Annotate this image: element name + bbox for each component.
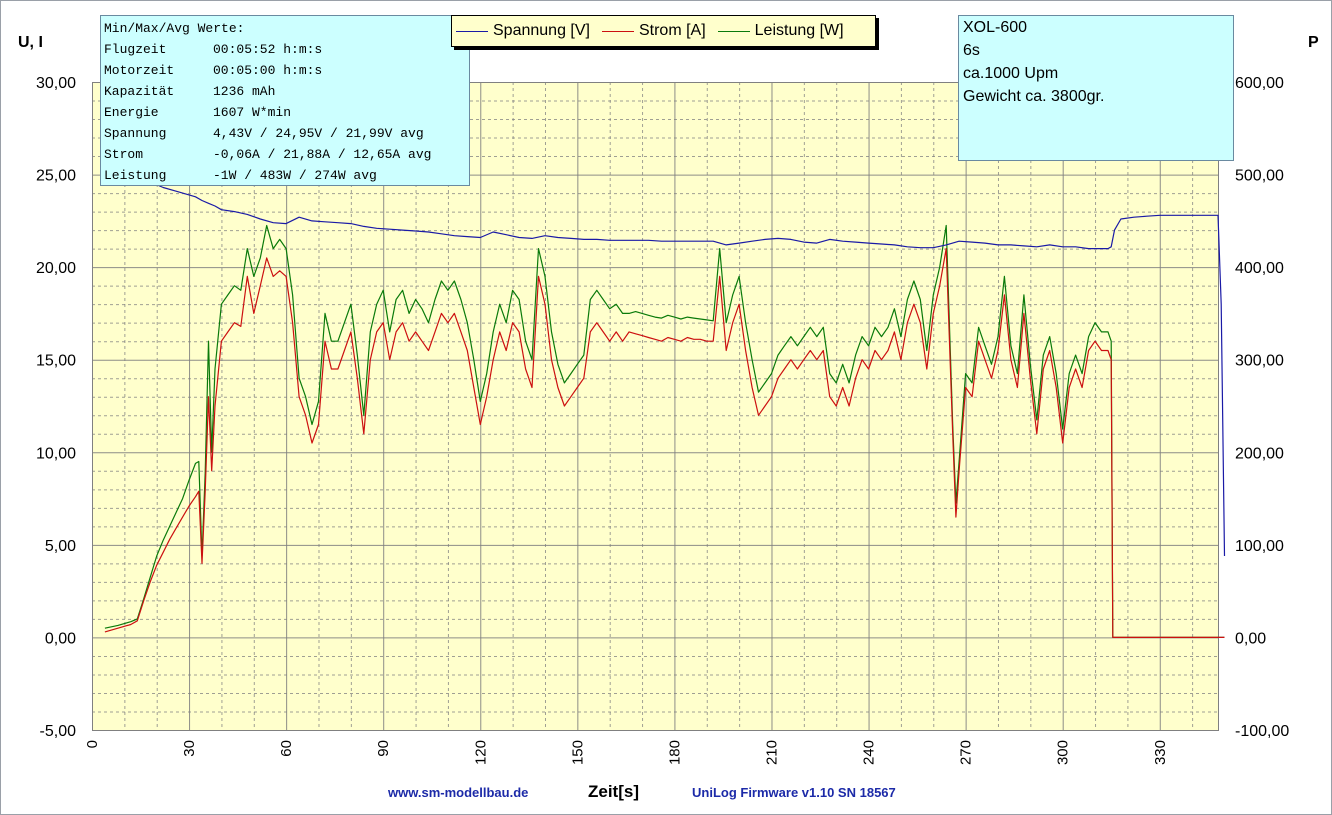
legend-item-strom: Strom [A] (601, 22, 706, 40)
ticks: 0 30 60 90 120 150 180 210 240 270 300 330 -5,00 0,00… (36, 75, 1289, 765)
series-line-strom (104, 248, 1225, 638)
x-tick-label: 60 (278, 740, 295, 757)
y-left-tick-label: 25,00 (36, 168, 76, 185)
info-line: Gewicht ca. 3800gr. (963, 88, 1105, 105)
legend-swatch-spannung (456, 30, 488, 32)
x-tick-label: 90 (375, 740, 392, 757)
stats-row: Kapazität 1236 mAh (104, 81, 466, 102)
stats-label: Spannung (104, 126, 167, 141)
y-right-tick-label: 300,00 (1235, 353, 1284, 370)
y-left-tick-label: 0,00 (45, 630, 76, 647)
stats-value: 1607 W*min (213, 105, 292, 120)
legend-swatch-strom (601, 30, 634, 32)
legend-label-spannung: Spannung [V] (493, 22, 590, 39)
legend-label-leistung: Leistung [W] (754, 22, 844, 39)
stats-row: Energie 1607 W*min (104, 102, 466, 123)
stats-value: 00:05:00 h:m:s (213, 63, 323, 78)
legend-item-spannung: Spannung [V] (456, 22, 590, 40)
y-right-tick-label: 500,00 (1235, 168, 1284, 185)
y-left-tick-label: 15,00 (36, 353, 76, 370)
stats-label: Energie (104, 105, 159, 120)
x-tick-label: 330 (1152, 740, 1169, 765)
x-tick-label: 0 (84, 740, 101, 748)
stats-value: 4,43V / 24,95V / 21,99V avg (213, 126, 424, 141)
stats-label: Flugzeit (104, 42, 167, 57)
legend-swatch-leistung (717, 30, 750, 32)
footer-firmware: UniLog Firmware v1.10 SN 18567 (692, 785, 896, 800)
plot-border (92, 82, 1219, 731)
series-line-spannung (104, 174, 1226, 557)
stats-value: 1236 mAh (213, 84, 276, 99)
y-right-tick-label: 100,00 (1235, 538, 1284, 555)
stats-row: Flugzeit 00:05:52 h:m:s (104, 39, 466, 60)
stats-label: Motorzeit (104, 63, 175, 78)
legend-item-leistung: Leistung [W] (717, 22, 844, 40)
x-tick-label: 180 (666, 740, 683, 765)
stats-label: Leistung (104, 168, 167, 183)
stats-value: 00:05:52 h:m:s (213, 42, 323, 57)
info-line: 6s (963, 42, 980, 59)
y-right-tick-label: 400,00 (1235, 260, 1284, 277)
stats-row: Motorzeit 00:05:00 h:m:s (104, 60, 466, 81)
y-right-tick-label: 200,00 (1235, 445, 1284, 462)
footer-website: www.sm-modellbau.de (388, 785, 529, 800)
y-left-tick-label: 20,00 (36, 260, 76, 277)
stats-box: Min/Max/Avg Werte: Flugzeit 00:05:52 h:m:… (100, 15, 470, 186)
x-tick-label: 300 (1055, 740, 1072, 765)
info-box: XOL-600 6s ca.1000 Upm Gewicht ca. 3800g… (958, 15, 1234, 161)
y-left-tick-label: 5,00 (45, 538, 76, 555)
y-right-tick-label: -100,00 (1235, 723, 1289, 740)
x-tick-label: 30 (181, 740, 198, 757)
x-tick-label: 270 (958, 740, 975, 765)
legend: Spannung [V] Strom [A] Leistung [W] (451, 15, 876, 47)
x-tick-label: 150 (569, 740, 586, 765)
y-left-tick-label: 10,00 (36, 445, 76, 462)
y-right-tick-label: 600,00 (1235, 75, 1284, 92)
series-line-leistung (104, 224, 1225, 638)
x-axis-title: Zeit[s] (588, 782, 639, 801)
info-line: ca.1000 Upm (963, 65, 1059, 82)
stats-row: Leistung -1W / 483W / 274W avg (104, 165, 466, 186)
y-right-tick-label: 0,00 (1235, 630, 1266, 647)
stats-row: Spannung 4,43V / 24,95V / 21,99V avg (104, 123, 466, 144)
y-left-tick-label: -5,00 (40, 723, 77, 740)
x-tick-label: 210 (763, 740, 780, 765)
x-tick-label: 120 (472, 740, 489, 765)
stats-value: -0,06A / 21,88A / 12,65A avg (213, 147, 432, 162)
stats-title: Min/Max/Avg Werte: (104, 21, 245, 36)
x-tick-label: 240 (861, 740, 878, 765)
y-axis-left-title: U, I (18, 34, 43, 51)
legend-label-strom: Strom [A] (638, 22, 706, 39)
y-axis-right-title: P (1308, 34, 1319, 51)
y-left-tick-label: 30,00 (36, 75, 76, 92)
stats-value: -1W / 483W / 274W avg (213, 168, 377, 183)
stats-label: Kapazität (104, 84, 175, 99)
stats-label: Strom (104, 147, 144, 162)
series-layer (104, 174, 1226, 638)
stats-row: Strom -0,06A / 21,88A / 12,65A avg (104, 144, 466, 165)
info-line: XOL-600 (963, 19, 1028, 36)
